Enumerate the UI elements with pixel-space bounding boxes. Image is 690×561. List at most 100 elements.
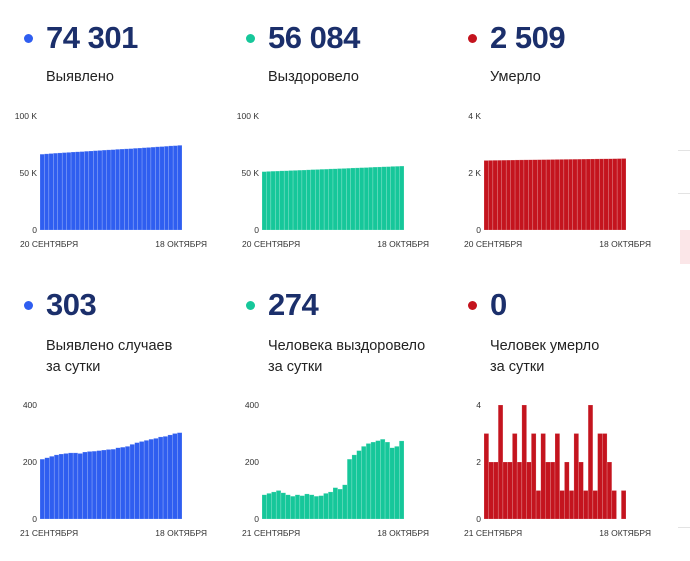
bar <box>261 171 267 231</box>
bar <box>110 149 116 231</box>
bar <box>583 490 589 520</box>
bar <box>48 153 54 231</box>
x-axis-start-label: 21 СЕНТЯБРЯ <box>242 528 300 538</box>
bar <box>139 441 145 520</box>
bar <box>323 168 329 231</box>
bar <box>488 160 494 231</box>
y-tick-label: 50 K <box>242 168 260 178</box>
panel-cum-cases: 74 301 Выявлено 0 50 K 100 K 20 СЕНТЯБРЯ 18 … <box>0 0 220 270</box>
bar <box>526 461 532 520</box>
x-axis-start-label: 21 СЕНТЯБРЯ <box>20 528 78 538</box>
bar <box>93 150 98 231</box>
bar <box>128 148 134 231</box>
stat-value: 0 <box>490 287 507 322</box>
bar <box>384 441 391 520</box>
bar <box>394 166 400 231</box>
bar <box>572 158 578 231</box>
bar <box>266 171 272 231</box>
bar <box>559 159 565 231</box>
x-axis-start-label: 21 СЕНТЯБРЯ <box>464 528 522 538</box>
y-tick-label: 2 K <box>468 168 481 178</box>
bar <box>350 167 356 231</box>
bar <box>368 167 374 231</box>
bar <box>167 434 173 520</box>
bar <box>375 440 381 520</box>
bar <box>587 404 594 520</box>
chart-daily-cases: 0 200 400 21 СЕНТЯБРЯ 18 ОКТЯБРЯ <box>20 400 207 538</box>
bar <box>261 494 267 520</box>
bar <box>280 492 286 520</box>
bar <box>363 167 369 231</box>
y-tick-label: 100 K <box>237 111 260 121</box>
panel-daily-cases: 303 Выявлено случаев за сутки 0 200 400 21 … <box>0 286 220 556</box>
bar <box>328 491 334 520</box>
chart-cum-cases: 0 50 K 100 K 20 СЕНТЯБРЯ 18 ОКТЯБРЯ <box>15 111 207 249</box>
bar <box>389 447 395 520</box>
bar <box>535 490 542 520</box>
bar <box>516 461 523 520</box>
bar <box>603 158 609 231</box>
bar <box>132 148 138 231</box>
bar <box>354 167 360 231</box>
bar <box>70 151 76 231</box>
bar <box>399 440 405 520</box>
stat-label: Выявлено <box>46 69 114 85</box>
chart-daily-recovered: 0 200 400 21 СЕНТЯБРЯ 18 ОКТЯБРЯ <box>242 400 429 538</box>
bar <box>66 152 72 231</box>
series-dot-icon <box>246 34 255 43</box>
bar <box>318 495 324 520</box>
panel-cum-recovered: 56 084 Выздоровело 0 50 K 100 K 20 СЕНТЯБРЯ… <box>222 0 442 270</box>
bar <box>57 152 63 231</box>
stat-label: Человека выздоровело <box>268 338 426 354</box>
bar <box>502 461 508 520</box>
bar <box>87 451 93 520</box>
bar <box>505 159 511 231</box>
bar <box>39 458 45 520</box>
x-axis-start-label: 20 СЕНТЯБРЯ <box>20 239 78 249</box>
bar <box>119 148 125 231</box>
y-tick-label: 50 K <box>20 168 38 178</box>
panel-daily-recovered: 274 Человека выздоровело за сутки 0 200 40… <box>222 286 442 556</box>
stat-label: Человек умерло <box>490 338 600 354</box>
bar <box>356 450 362 520</box>
y-tick-label: 0 <box>254 225 259 235</box>
bar <box>380 438 386 520</box>
bar <box>101 149 107 231</box>
bar <box>381 166 387 231</box>
bar <box>164 145 169 231</box>
bar <box>79 151 85 231</box>
bar <box>146 147 152 231</box>
x-axis-end-label: 18 ОКТЯБРЯ <box>155 239 207 249</box>
bar <box>270 170 276 231</box>
bar <box>564 461 570 520</box>
bar <box>313 495 320 520</box>
bar <box>578 461 584 520</box>
bar <box>612 158 618 231</box>
y-tick-label: 0 <box>476 225 481 235</box>
bar <box>148 438 154 520</box>
bar <box>621 490 627 520</box>
bar <box>399 165 405 231</box>
bar <box>528 159 534 231</box>
bar <box>91 450 98 520</box>
bar <box>519 159 525 231</box>
bar <box>602 433 608 520</box>
stat-label: Выявлено случаев <box>46 338 173 354</box>
bar <box>159 146 165 231</box>
bar <box>590 158 596 231</box>
bar <box>294 494 301 520</box>
bar <box>177 145 183 231</box>
y-tick-label: 400 <box>23 400 37 410</box>
bar <box>44 457 50 520</box>
y-tick-label: 0 <box>32 514 37 524</box>
series-dot-icon <box>468 34 477 43</box>
bar <box>304 493 310 520</box>
bar <box>58 453 64 520</box>
bar <box>531 433 537 520</box>
bar <box>315 169 320 231</box>
bar <box>545 461 551 520</box>
bar <box>608 158 613 231</box>
bar <box>483 160 489 231</box>
y-tick-label: 400 <box>245 400 259 410</box>
bar <box>576 158 582 231</box>
